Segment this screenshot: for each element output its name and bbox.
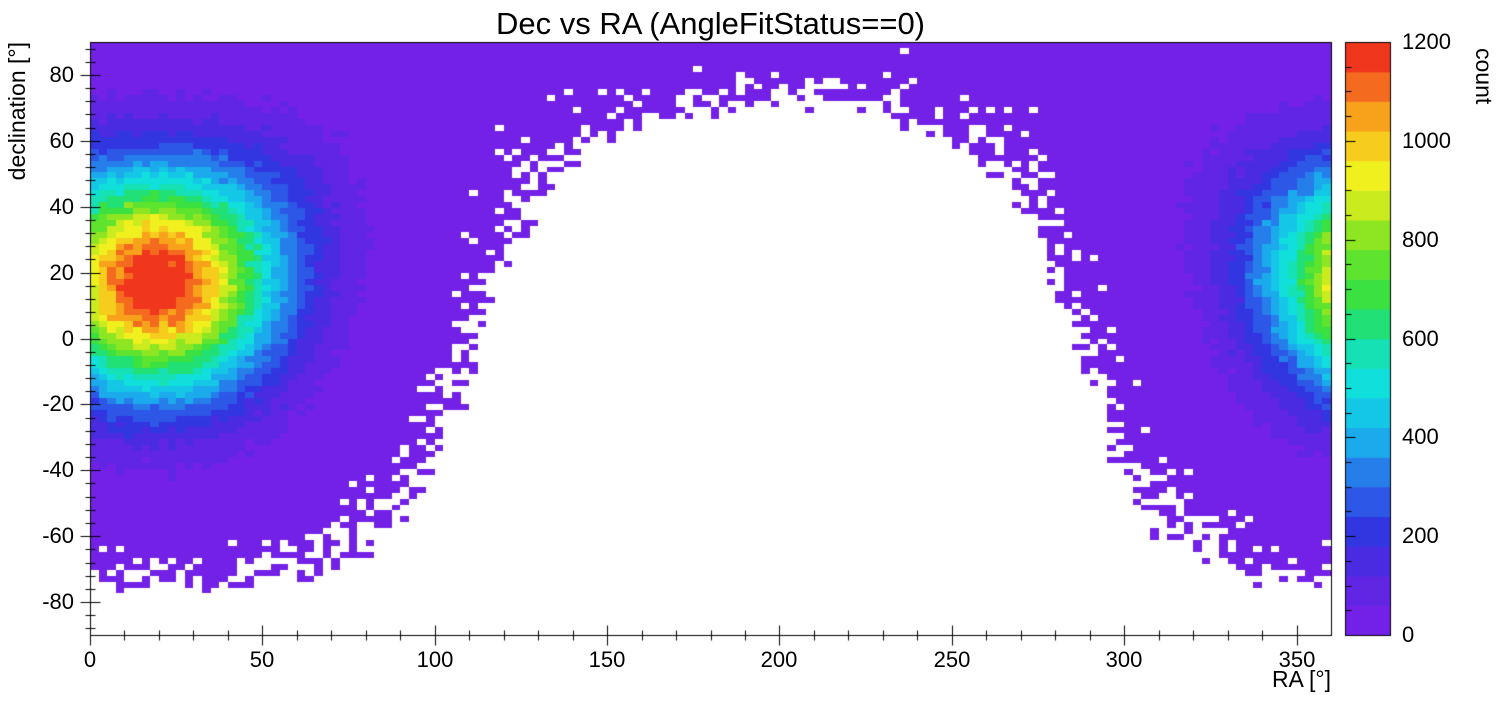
z-tick-label: 600 <box>1402 326 1439 351</box>
x-tick-label: 50 <box>249 647 275 672</box>
x-tick-label: 200 <box>760 647 798 672</box>
x-tick-label: 350 <box>1278 647 1316 672</box>
x-axis-title: RA [°] <box>1271 666 1331 692</box>
x-tick-label: 150 <box>588 647 626 672</box>
x-tick-label: 100 <box>416 647 454 672</box>
colorbar-title: count <box>1471 48 1496 105</box>
y-tick-label: -60 <box>42 523 74 548</box>
x-tick-label: 250 <box>933 647 971 672</box>
y-tick-label: -80 <box>42 589 74 614</box>
z-tick-label: 200 <box>1402 523 1439 548</box>
x-tick-label: 300 <box>1105 647 1143 672</box>
y-tick-label: -40 <box>42 457 74 482</box>
x-tick-label: 0 <box>83 647 97 672</box>
y-tick-label: 20 <box>49 260 74 285</box>
z-tick-label: 0 <box>1402 622 1415 647</box>
y-tick-label: -20 <box>42 391 74 416</box>
z-tick-label: 800 <box>1402 227 1439 252</box>
y-tick-label: 60 <box>49 128 74 153</box>
z-tick-label: 1200 <box>1402 29 1451 54</box>
chart-title: Dec vs RA (AngleFitStatus==0) <box>495 6 926 41</box>
z-tick-label: 400 <box>1402 424 1439 449</box>
y-tick-label: 40 <box>49 194 74 219</box>
y-tick-label: 80 <box>49 62 74 87</box>
y-tick-label: 0 <box>61 326 74 351</box>
z-tick-label: 1000 <box>1402 128 1451 153</box>
